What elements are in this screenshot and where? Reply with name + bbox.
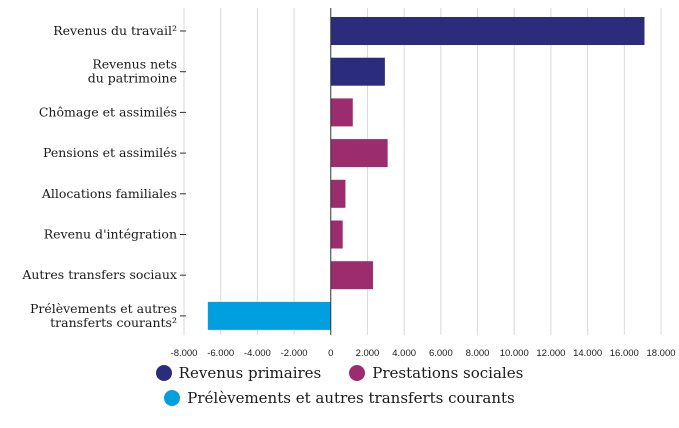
legend: Revenus primaires Prestations sociales P… [0, 360, 679, 410]
bar [207, 301, 331, 330]
legend-label: Revenus primaires [178, 363, 322, 382]
bar [330, 139, 388, 168]
legend-item-revenus-primaires: Revenus primaires [155, 363, 322, 382]
bar [330, 98, 353, 127]
legend-swatch [155, 364, 172, 381]
category-label: Pensions et assimilés [43, 145, 177, 160]
x-tick-label: 0 [328, 348, 333, 359]
category-label: Revenus du travail² [53, 23, 177, 38]
category-label: Revenu d'intégration [44, 227, 177, 242]
bar [330, 261, 373, 290]
legend-item-prelevements: Prélèvements et autres transferts couran… [164, 388, 515, 407]
y-axis [180, 8, 332, 335]
bar [330, 17, 645, 45]
bar [330, 179, 346, 208]
category-label: Prélèvements et autres [30, 301, 177, 316]
legend-label: Prélèvements et autres transferts couran… [187, 388, 515, 407]
legend-item-prestations-sociales: Prestations sociales [349, 364, 523, 382]
x-tick-label: 16.000 [610, 348, 639, 359]
x-tick-label: 14.000 [573, 348, 602, 359]
x-tick-label: 6.000 [429, 348, 453, 359]
legend-swatch [349, 364, 366, 381]
category-label: Revenus nets [92, 57, 177, 72]
x-tick-labels: -8.000 -6.000 -4.000 -2.000 0 2.000 4.000 6.000… [171, 348, 676, 359]
x-tick-label: -2.000 [281, 348, 308, 359]
x-tick-label: 8.000 [466, 348, 490, 359]
category-label: du patrimoine [88, 71, 177, 86]
x-tick-label: -8.000 [171, 348, 198, 359]
category-label: Chômage et assimilés [39, 104, 177, 119]
x-tick-label: -6.000 [207, 348, 234, 359]
x-tick-label: 18.000 [646, 348, 675, 359]
category-label: Autres transfers sociaux [21, 267, 177, 282]
bar [330, 220, 343, 249]
category-label: transferts courants² [50, 315, 177, 330]
x-tick-label: 12.000 [536, 348, 565, 359]
bars [207, 17, 645, 330]
bar [330, 57, 385, 86]
x-tick-label: 2.000 [356, 348, 380, 359]
x-tick-label: -4.000 [244, 348, 271, 359]
legend-row-1: Revenus primaires Prestations sociales [0, 360, 679, 385]
legend-label: Prestations sociales [372, 363, 524, 382]
x-tick-label: 10.000 [500, 348, 529, 359]
legend-swatch [164, 389, 181, 406]
x-tick-label: 4.000 [392, 348, 416, 359]
legend-row-2: Prélèvements et autres transferts couran… [0, 385, 679, 410]
gridlines [183, 8, 662, 335]
category-label: Allocations familiales [41, 186, 177, 201]
